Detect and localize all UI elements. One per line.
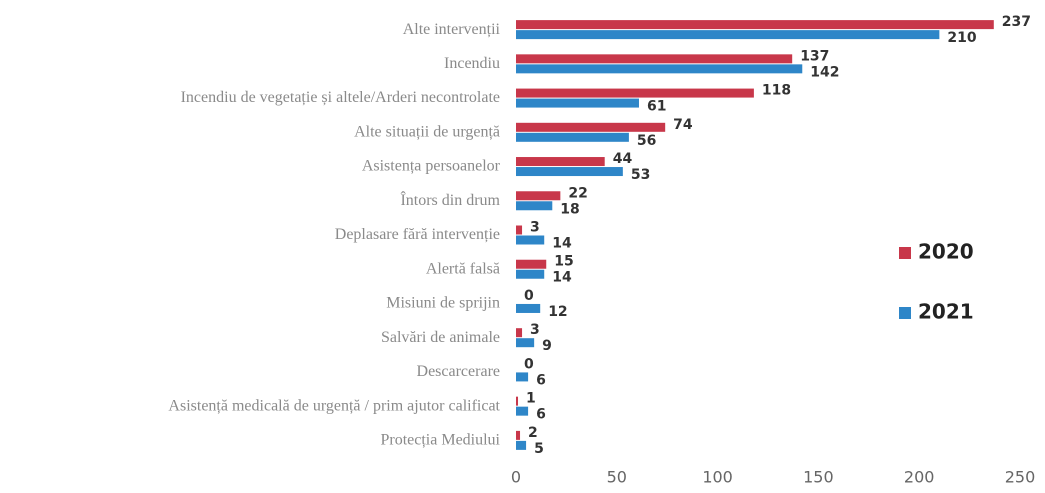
category-label: Alertă falsă — [426, 260, 500, 277]
bar — [516, 132, 629, 142]
value-label: 137 — [800, 48, 829, 64]
x-tick-label: 100 — [702, 468, 733, 487]
legend-label: 2020 — [918, 240, 974, 264]
bar — [516, 338, 535, 348]
legend-swatch — [899, 307, 911, 319]
value-label: 56 — [637, 133, 656, 149]
value-label: 118 — [762, 83, 791, 99]
bar — [516, 440, 527, 450]
value-label: 74 — [673, 117, 693, 133]
bar — [516, 88, 754, 98]
value-label: 237 — [1002, 14, 1031, 30]
bar — [516, 30, 940, 40]
value-label: 6 — [536, 407, 546, 423]
x-tick-label: 50 — [607, 468, 627, 487]
bar — [516, 396, 519, 406]
category-label: Alte intervenții — [403, 21, 501, 38]
category-label: Incendiu de vegetație și altele/Arderi n… — [181, 89, 500, 106]
bar — [516, 54, 793, 64]
bar — [516, 167, 623, 177]
bar — [516, 122, 666, 132]
bar — [516, 98, 639, 108]
bar — [516, 225, 523, 235]
x-tick-label: 200 — [904, 468, 935, 487]
bar — [516, 201, 553, 211]
x-tick-label: 250 — [1005, 468, 1036, 487]
value-label: 22 — [568, 185, 587, 201]
value-label: 61 — [647, 99, 666, 115]
category-label: Deplasare fără intervenție — [335, 226, 500, 243]
bar — [516, 303, 541, 313]
legend-label: 2021 — [918, 300, 974, 324]
value-label: 3 — [530, 322, 540, 338]
value-label: 3 — [530, 220, 540, 236]
bar — [516, 406, 529, 416]
value-label: 5 — [534, 441, 544, 457]
category-label: Asistență medicală de urgență / prim aju… — [168, 397, 500, 414]
category-label: Alte situații de urgență — [354, 123, 500, 140]
value-label: 12 — [548, 304, 567, 320]
legend-swatch — [899, 247, 911, 259]
value-label: 9 — [542, 338, 552, 354]
value-label: 14 — [552, 270, 572, 286]
x-tick-label: 150 — [803, 468, 834, 487]
value-label: 44 — [613, 151, 633, 167]
value-label: 53 — [631, 167, 650, 183]
bar — [516, 235, 545, 245]
category-label: Întors din drum — [400, 190, 500, 209]
bar — [516, 157, 605, 167]
category-label: Misiuni de sprijin — [386, 295, 500, 312]
bar — [516, 64, 803, 74]
value-label: 2 — [528, 425, 538, 441]
bar — [516, 372, 529, 382]
category-label: Salvări de animale — [381, 329, 500, 346]
value-label: 0 — [524, 356, 534, 372]
value-label: 0 — [524, 288, 534, 304]
value-label: 14 — [552, 236, 572, 252]
bar — [516, 191, 561, 201]
category-label: Asistența persoanelor — [362, 158, 501, 175]
category-label: Incendiu — [444, 55, 500, 72]
value-label: 142 — [810, 64, 839, 80]
bar — [516, 259, 547, 269]
value-label: 1 — [526, 391, 536, 407]
value-label: 18 — [560, 201, 579, 217]
category-label: Protecția Mediului — [380, 432, 500, 449]
bar — [516, 328, 523, 338]
category-label: Descarcerare — [417, 363, 500, 380]
bar — [516, 430, 521, 440]
x-tick-label: 0 — [511, 468, 521, 487]
value-label: 15 — [554, 254, 573, 270]
value-label: 210 — [947, 30, 976, 46]
bar — [516, 269, 545, 279]
bar — [516, 20, 994, 30]
value-label: 6 — [536, 372, 546, 388]
